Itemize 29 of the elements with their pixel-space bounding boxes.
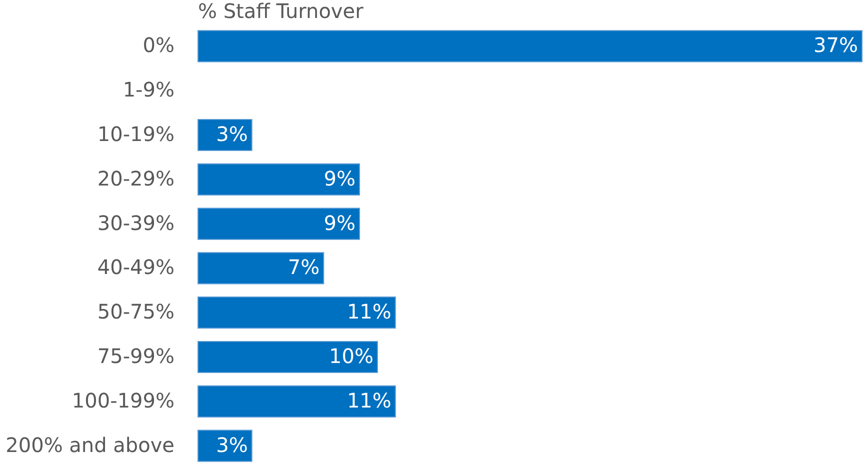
y-tick-label: 50-75%: [97, 300, 174, 324]
y-tick-label: 40-49%: [97, 255, 174, 280]
bar: [198, 208, 360, 240]
y-tick-label: 20-29%: [97, 166, 174, 190]
bar: [198, 296, 396, 329]
data-label: 9%: [324, 210, 356, 235]
data-label: 7%: [288, 255, 320, 280]
y-tick-label: 1-9%: [122, 78, 174, 102]
bar: [198, 340, 378, 374]
bar: [198, 252, 324, 284]
bar: [198, 385, 396, 418]
y-tick-label: 100-199%: [72, 388, 174, 412]
bar: [198, 163, 360, 196]
bar: [198, 118, 252, 152]
data-label: 3%: [216, 122, 248, 146]
data-label: 37%: [814, 33, 858, 58]
data-label: 10%: [329, 344, 374, 368]
data-label: 9%: [324, 166, 356, 190]
data-label: 11%: [346, 388, 392, 412]
y-tick-label: 30-39%: [97, 210, 174, 235]
y-tick-label: 75-99%: [97, 344, 174, 368]
chart-title: % Staff Turnover: [198, 0, 364, 23]
data-label: 3%: [216, 432, 248, 457]
y-tick-label: 0%: [142, 33, 174, 58]
data-label: 11%: [346, 300, 392, 324]
bar: [198, 430, 252, 462]
bar: [198, 30, 862, 62]
y-tick-label: 10-19%: [97, 122, 174, 146]
y-tick-label: 200% and above: [6, 432, 174, 457]
